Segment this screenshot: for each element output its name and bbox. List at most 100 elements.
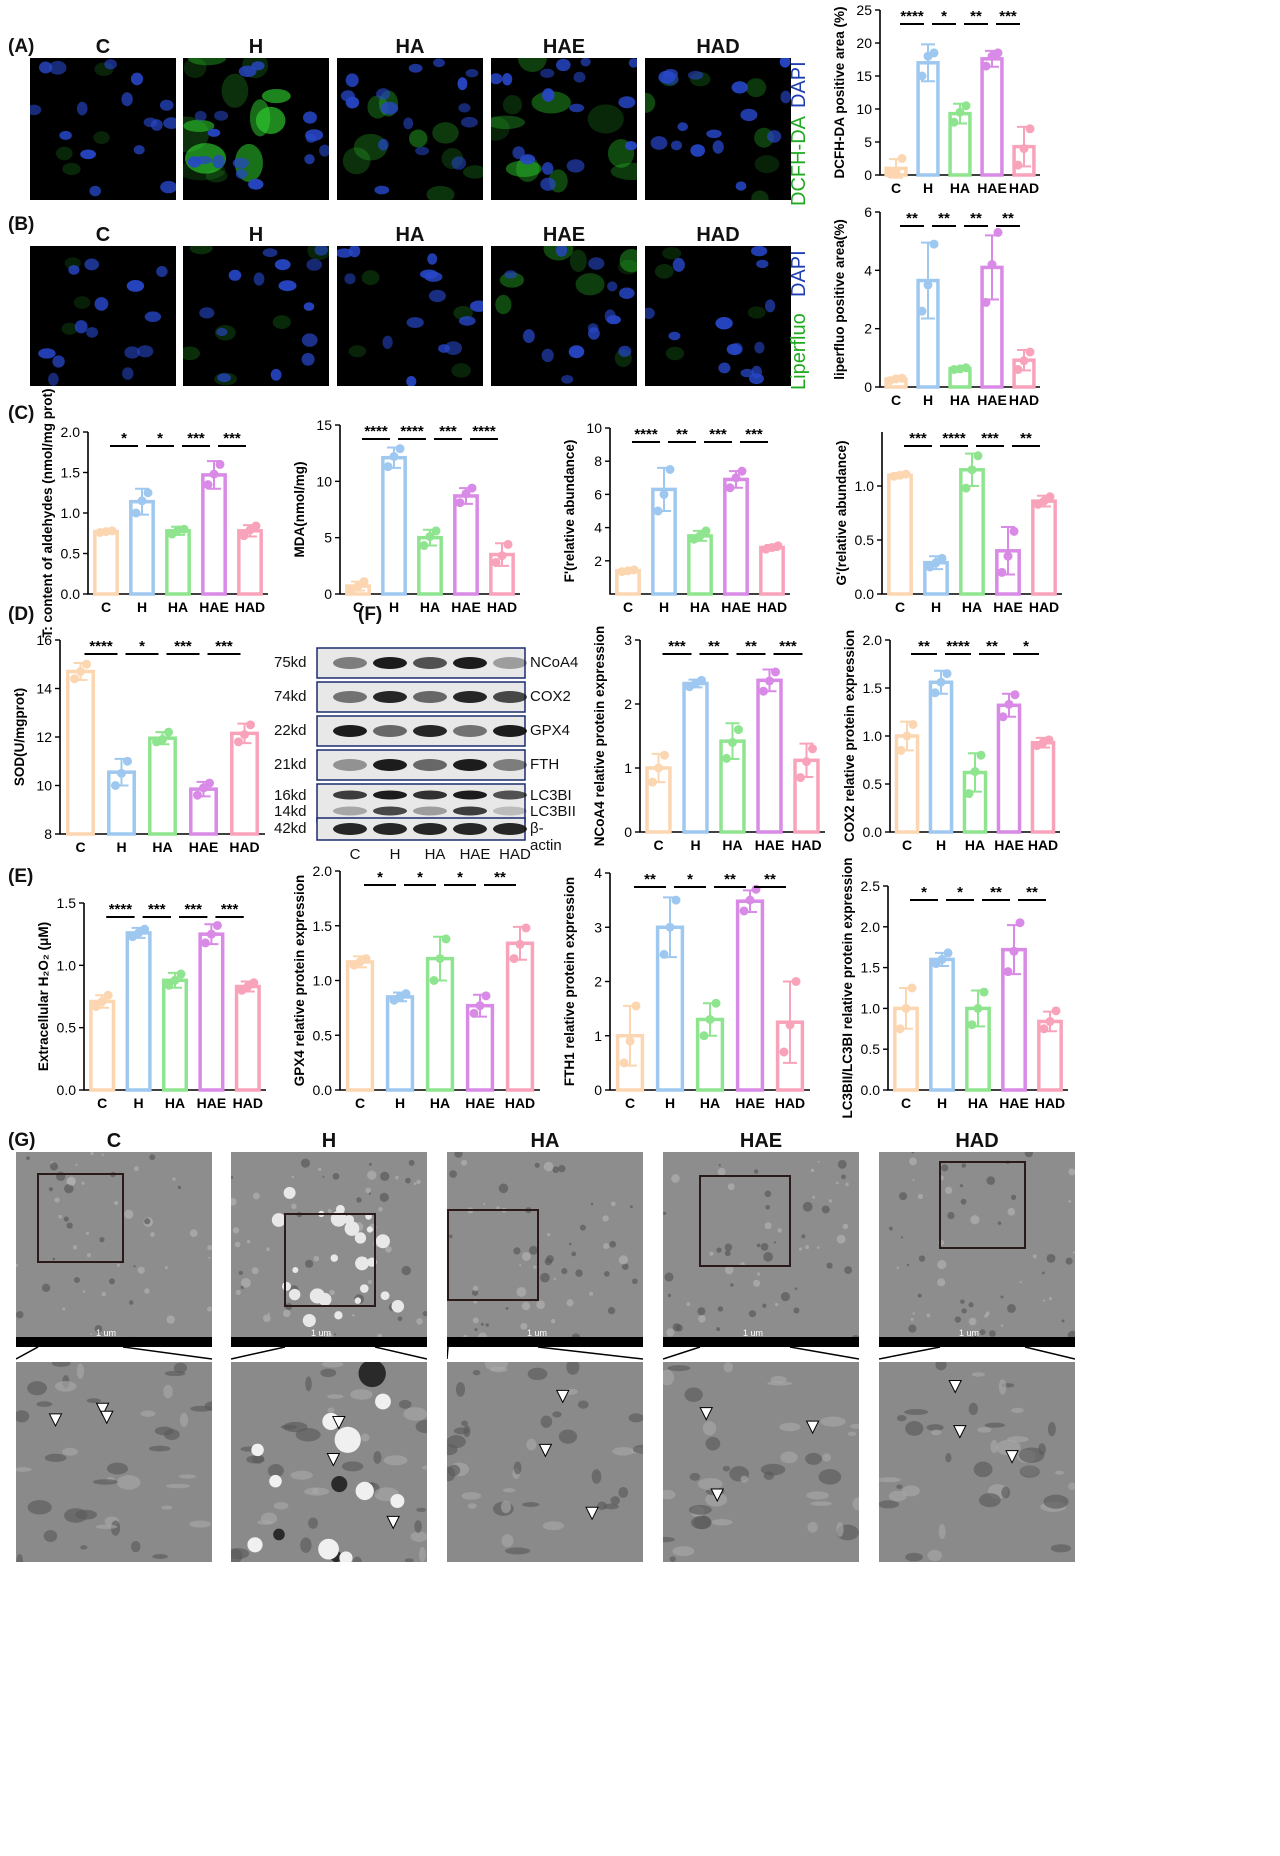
bar-ha — [165, 529, 191, 596]
bar-had — [237, 529, 263, 596]
y-axis-label: G'(relative abundance) — [834, 441, 849, 586]
data-point — [942, 669, 952, 679]
data-point — [503, 539, 513, 549]
y-tick-label: 2 — [864, 321, 872, 337]
wb-lane-label-h: H — [389, 846, 401, 863]
y-tick-label: 10 — [36, 778, 52, 794]
wb-protein-label: NCoA4 — [530, 654, 579, 671]
x-tick-label: HAD — [233, 1095, 263, 1111]
significance-label: * — [139, 638, 145, 655]
data-point — [979, 987, 989, 997]
x-tick-label: HA — [968, 1095, 988, 1111]
data-point — [205, 778, 214, 788]
y-tick-label: 5 — [324, 530, 332, 546]
x-tick-label: HA — [430, 1095, 450, 1111]
y-tick-label: 0 — [864, 379, 872, 395]
panel-label-d: (D) — [8, 604, 35, 625]
significance-label: ** — [918, 638, 930, 655]
data-point — [654, 763, 663, 773]
scale-bar-label: 1 um — [527, 1328, 548, 1338]
significance-label: *** — [174, 638, 192, 655]
y-tick-label: 2 — [624, 696, 632, 712]
data-point — [249, 978, 259, 988]
data-point — [759, 686, 768, 696]
arrowhead-marker — [386, 1515, 401, 1530]
data-point — [441, 934, 451, 944]
data-point — [193, 790, 202, 800]
data-point — [203, 480, 213, 490]
data-point — [467, 483, 477, 493]
y-tick-label: 8 — [594, 453, 602, 469]
wb-band-fth-ha — [413, 759, 447, 771]
x-tick-label: C — [623, 599, 633, 615]
significance-label: *** — [187, 430, 205, 447]
data-point — [123, 756, 132, 766]
data-point — [215, 459, 225, 469]
x-tick-label: C — [895, 599, 905, 615]
x-tick-label: C — [355, 1095, 365, 1111]
em-overview-had: 1 um — [879, 1152, 1075, 1347]
data-point — [701, 526, 711, 536]
significance-label: ** — [676, 426, 688, 443]
y-axis-label: SOD(U/mgprot) — [12, 688, 27, 786]
data-point — [930, 688, 940, 698]
y-tick-label: 1.0 — [313, 973, 333, 989]
significance-label: ** — [938, 210, 950, 227]
data-point — [70, 674, 79, 684]
em-overview-h: 1 um — [231, 1152, 427, 1347]
arrowhead-marker — [555, 1389, 570, 1404]
y-axis-label: MDA(nmol/mg) — [292, 462, 307, 558]
data-point — [240, 730, 249, 740]
wb-band-ncoa4-h — [373, 657, 407, 669]
data-point — [629, 565, 639, 575]
y-axis-label: Extracellular H₂O₂ (μM) — [36, 922, 51, 1071]
bar-c — [89, 999, 116, 1092]
arrowhead-marker — [805, 1420, 820, 1435]
data-point — [987, 260, 997, 269]
bar-had — [234, 984, 261, 1092]
data-point — [901, 1003, 911, 1013]
data-point — [475, 1001, 485, 1011]
data-point — [76, 667, 85, 677]
significance-label: ** — [764, 871, 776, 888]
wb-protein-label: GPX4 — [530, 722, 571, 739]
error-bar — [921, 43, 935, 83]
data-point — [631, 1001, 641, 1011]
data-point — [937, 954, 947, 964]
significance-label: *** — [709, 426, 727, 443]
significance-label: *** — [745, 426, 763, 443]
data-point — [808, 744, 817, 754]
data-point — [179, 524, 189, 534]
data-point — [976, 750, 986, 760]
arrowhead-marker — [332, 1416, 346, 1430]
x-tick-label: C — [353, 599, 363, 615]
y-tick-label: 0.5 — [861, 1041, 881, 1057]
micrograph-b-c — [30, 246, 176, 386]
wb-kd-label: 21kd — [274, 756, 307, 773]
wb-protein-label: FTH — [530, 756, 560, 773]
significance-label: **** — [634, 426, 658, 443]
y-tick-label: 4 — [864, 262, 872, 278]
data-point — [929, 48, 939, 58]
x-tick-label: HA — [700, 1095, 720, 1111]
bar-h — [385, 995, 415, 1092]
x-tick-label: H — [690, 837, 700, 853]
y-tick-label: 20 — [856, 35, 872, 51]
wb-band-cox2-ha — [413, 691, 447, 703]
bar-hae — [453, 494, 479, 596]
x-tick-label: HAE — [197, 1095, 227, 1111]
significance-label: *** — [909, 430, 927, 447]
x-tick-label: C — [891, 180, 901, 196]
wb-band-ncoa4-c — [333, 657, 367, 669]
data-point — [1009, 946, 1019, 956]
wb-lane-label-c: C — [349, 846, 361, 863]
data-point — [1015, 918, 1025, 928]
significance-label: ** — [970, 210, 982, 227]
y-tick-label: 0.0 — [863, 824, 883, 840]
data-point — [389, 452, 399, 462]
data-point — [143, 488, 153, 498]
em-zoom-h — [231, 1362, 427, 1562]
x-tick-label: HAD — [229, 839, 259, 855]
data-point — [993, 48, 1003, 58]
x-tick-label: HA — [420, 599, 440, 615]
